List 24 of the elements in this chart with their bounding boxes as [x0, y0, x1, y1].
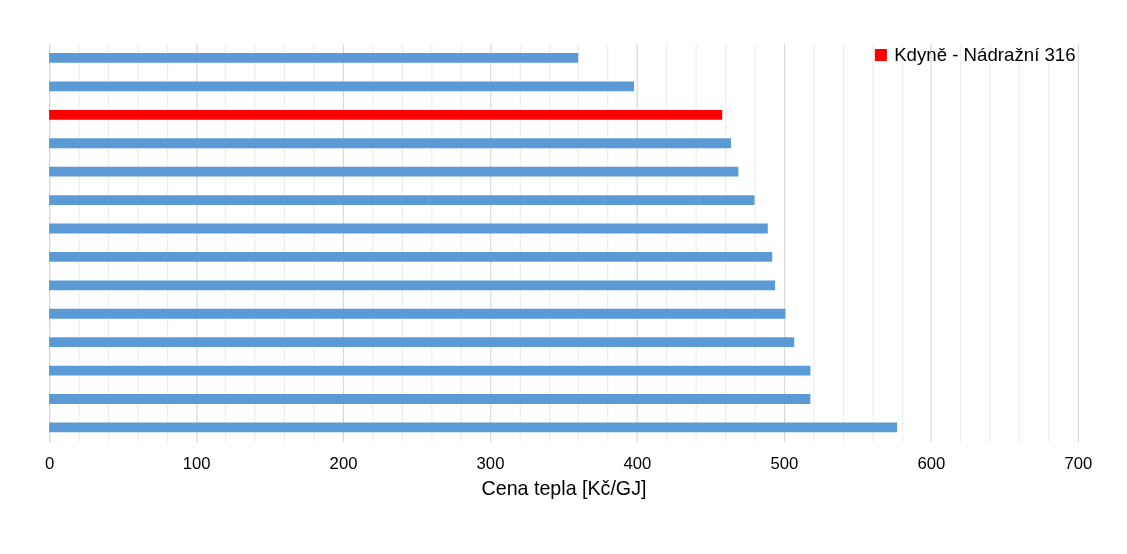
bar [49, 394, 811, 404]
bar [49, 252, 773, 262]
x-tick-label: 400 [623, 453, 652, 473]
bar [49, 81, 635, 92]
bar [49, 280, 776, 291]
bar [49, 195, 755, 205]
bar [49, 308, 786, 319]
x-tick-label: 100 [182, 453, 211, 473]
bar [49, 166, 739, 177]
x-tick-label: 200 [329, 453, 358, 473]
x-axis-title: Cena tepla [Kč/GJ] [481, 477, 647, 500]
x-tick-label: 700 [1064, 453, 1093, 473]
bar [49, 223, 768, 234]
x-tick-label: 500 [770, 453, 799, 473]
bar [49, 422, 898, 433]
x-tick-label: 600 [917, 453, 946, 473]
x-tick-label: 0 [44, 453, 55, 473]
bar [49, 365, 811, 376]
bar [49, 337, 795, 348]
x-tick-label: 300 [476, 453, 505, 473]
legend-label: Kdyně - Nádražní 316 [894, 43, 1076, 65]
bar [49, 53, 579, 63]
bar [49, 138, 732, 149]
bar [49, 109, 723, 120]
